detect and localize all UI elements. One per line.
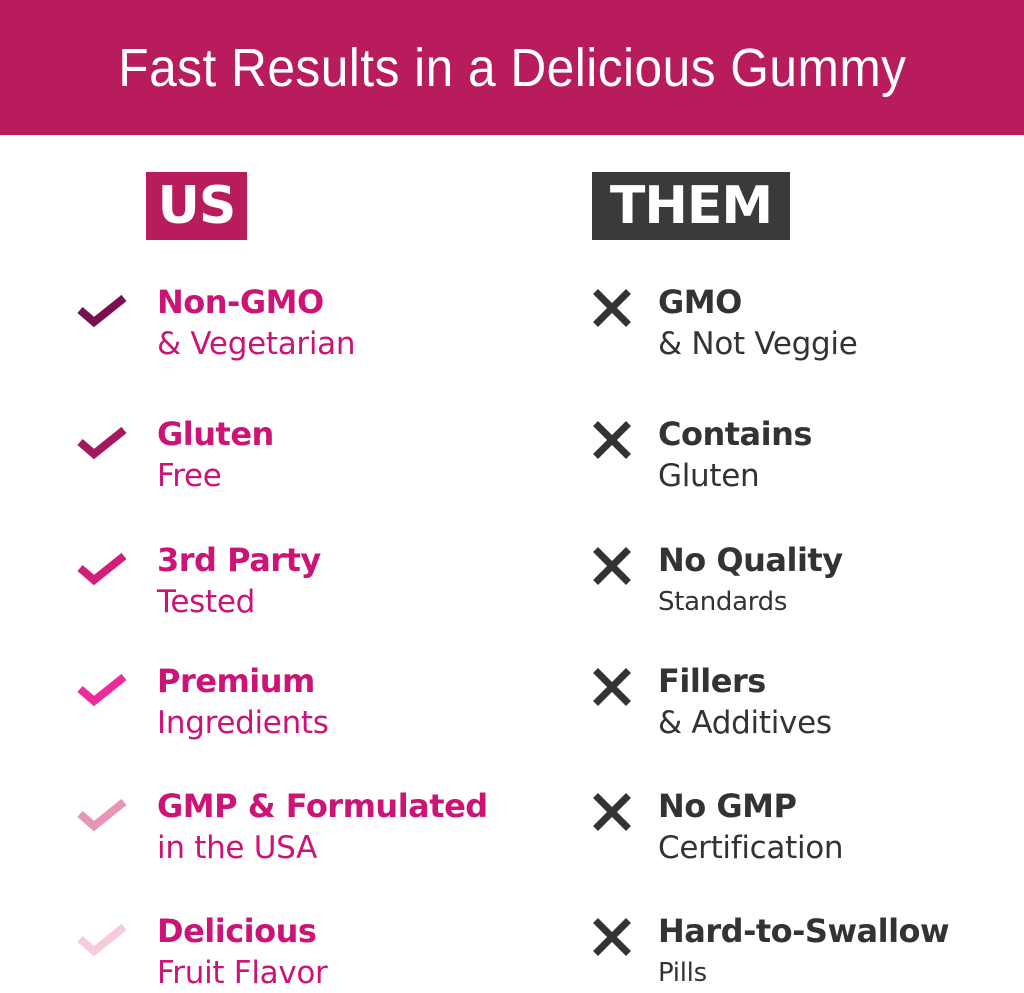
item-title: No GMP	[658, 787, 797, 825]
check-icon	[76, 290, 130, 330]
item-title: Gluten	[157, 415, 274, 453]
item-subtitle: in the USA	[157, 830, 317, 866]
item-title: Delicious	[157, 912, 317, 950]
item-subtitle: & Additives	[658, 705, 832, 741]
x-icon	[592, 792, 646, 832]
item-title: Non-GMO	[157, 283, 324, 321]
x-icon	[592, 917, 646, 957]
item-subtitle: Certification	[658, 830, 844, 866]
item-subtitle: Fruit Flavor	[157, 955, 328, 991]
page-title: Fast Results in a Delicious Gummy	[117, 37, 907, 98]
item-title: No Quality	[658, 541, 843, 579]
item-title: 3rd Party	[157, 541, 321, 579]
item-subtitle: Gluten	[658, 458, 760, 494]
item-subtitle: & Vegetarian	[157, 326, 356, 362]
item-title: Hard-to-Swallow	[658, 912, 950, 950]
item-title: GMP & Formulated	[157, 787, 488, 825]
header-banner: Fast Results in a Delicious Gummy	[0, 0, 1024, 135]
x-icon	[592, 420, 646, 460]
item-subtitle: Tested	[157, 584, 255, 620]
item-title: GMO	[658, 283, 742, 321]
x-icon	[592, 288, 646, 328]
item-title: Premium	[157, 662, 315, 700]
them-badge: THEM	[592, 172, 790, 240]
us-badge: US	[146, 172, 247, 240]
item-subtitle: Pills	[658, 958, 707, 988]
item-subtitle: Free	[157, 458, 222, 494]
check-icon	[76, 548, 130, 588]
item-subtitle: Ingredients	[157, 705, 329, 741]
x-icon	[592, 667, 646, 707]
item-subtitle: Standards	[658, 587, 788, 617]
check-icon	[76, 919, 130, 959]
check-icon	[76, 422, 130, 462]
item-title: Contains	[658, 415, 812, 453]
check-icon	[76, 669, 130, 709]
x-icon	[592, 546, 646, 586]
item-subtitle: & Not Veggie	[658, 326, 858, 362]
item-title: Fillers	[658, 662, 766, 700]
check-icon	[76, 794, 130, 834]
